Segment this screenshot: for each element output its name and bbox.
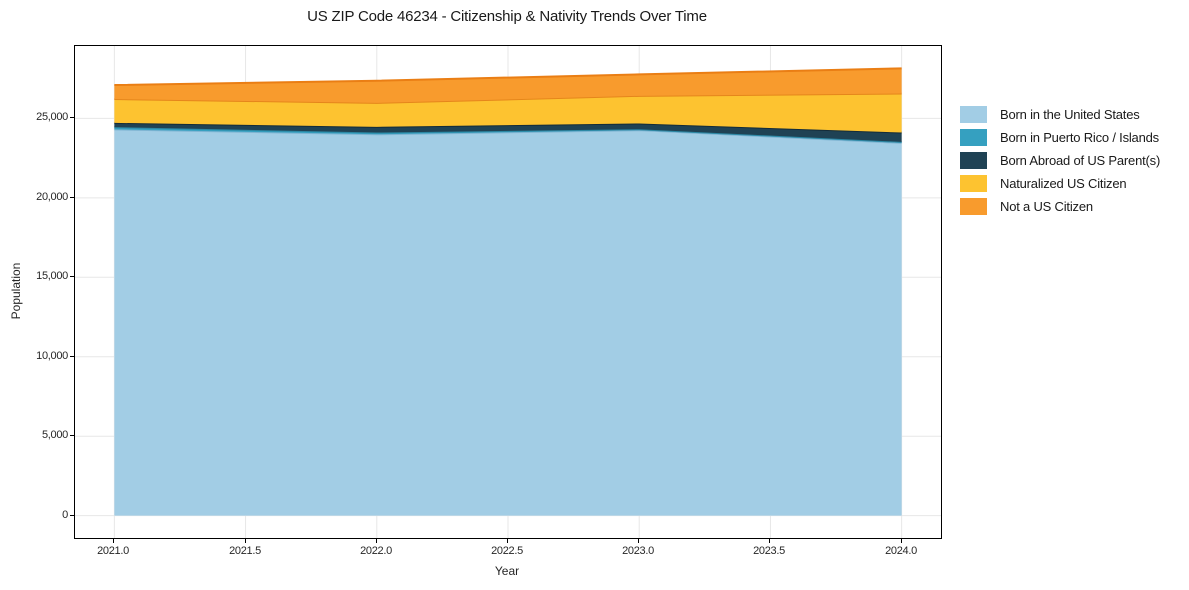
x-tick-label: 2023.5 (753, 545, 785, 557)
x-tick-mark (376, 539, 377, 543)
y-tick-mark (70, 435, 74, 436)
y-tick-mark (70, 276, 74, 277)
x-axis-label: Year (494, 564, 520, 578)
legend-swatch-not-a-us-citizen (960, 198, 987, 215)
plot-area (74, 45, 942, 539)
x-tick-label: 2021.0 (97, 545, 129, 557)
stacked-area-plot (75, 46, 941, 538)
area-naturalized-us-citizen (114, 93, 902, 133)
legend-label: Born in Puerto Rico / Islands (1000, 130, 1159, 145)
x-tick-mark (245, 539, 246, 543)
legend-swatch-naturalized-us-citizen (960, 175, 987, 192)
x-tick-label: 2022.5 (491, 545, 523, 557)
area-born-in-the-united-states (114, 129, 902, 516)
y-tick-mark (70, 117, 74, 118)
legend-item-naturalized-us-citizen: Naturalized US Citizen (960, 175, 1160, 192)
x-tick-mark (901, 539, 902, 543)
area-born-abroad-of-us-parent-s (114, 122, 902, 142)
y-tick-label: 0 (62, 509, 68, 521)
y-tick-mark (70, 356, 74, 357)
y-tick-label: 5,000 (41, 429, 68, 441)
x-tick-label: 2022.0 (360, 545, 392, 557)
legend-label: Born in the United States (1000, 107, 1140, 122)
x-tick-label: 2024.0 (885, 545, 917, 557)
y-tick-mark (70, 197, 74, 198)
x-tick-label: 2023.0 (622, 545, 654, 557)
y-tick-label: 10,000 (36, 350, 68, 362)
x-tick-mark (769, 539, 770, 543)
area-edge-born-abroad-of-us-parent-s (114, 121, 902, 134)
y-tick-mark (70, 515, 74, 516)
y-tick-label: 15,000 (36, 270, 68, 282)
legend-label: Born Abroad of US Parent(s) (1000, 153, 1161, 168)
x-tick-mark (638, 539, 639, 543)
area-edge-born-in-puerto-rico-islands (114, 126, 902, 143)
legend: Born in the United States Born in Puerto … (960, 106, 1160, 221)
legend-item-not-a-us-citizen: Not a US Citizen (960, 198, 1160, 215)
x-tick-mark (507, 539, 508, 543)
x-tick-label: 2021.5 (229, 545, 261, 557)
y-tick-label: 20,000 (36, 191, 68, 203)
legend-label: Naturalized US Citizen (1000, 176, 1127, 191)
chart-title: US ZIP Code 46234 - Citizenship & Nativi… (307, 8, 707, 25)
legend-item-born-abroad-of-us-parent-s: Born Abroad of US Parent(s) (960, 152, 1160, 169)
area-edge-not-a-us-citizen (114, 67, 902, 87)
legend-label: Not a US Citizen (1000, 199, 1093, 214)
x-tick-mark (113, 539, 114, 543)
legend-item-born-in-puerto-rico-islands: Born in Puerto Rico / Islands (960, 129, 1160, 146)
legend-item-born-in-the-united-states: Born in the United States (960, 106, 1160, 123)
area-not-a-us-citizen (114, 68, 902, 103)
legend-swatch-born-abroad-of-us-parent-s (960, 152, 987, 169)
legend-swatch-born-in-the-united-states (960, 106, 987, 123)
legend-swatch-born-in-puerto-rico-islands (960, 129, 987, 146)
y-tick-label: 25,000 (36, 111, 68, 123)
y-axis-label: Population (9, 262, 23, 320)
